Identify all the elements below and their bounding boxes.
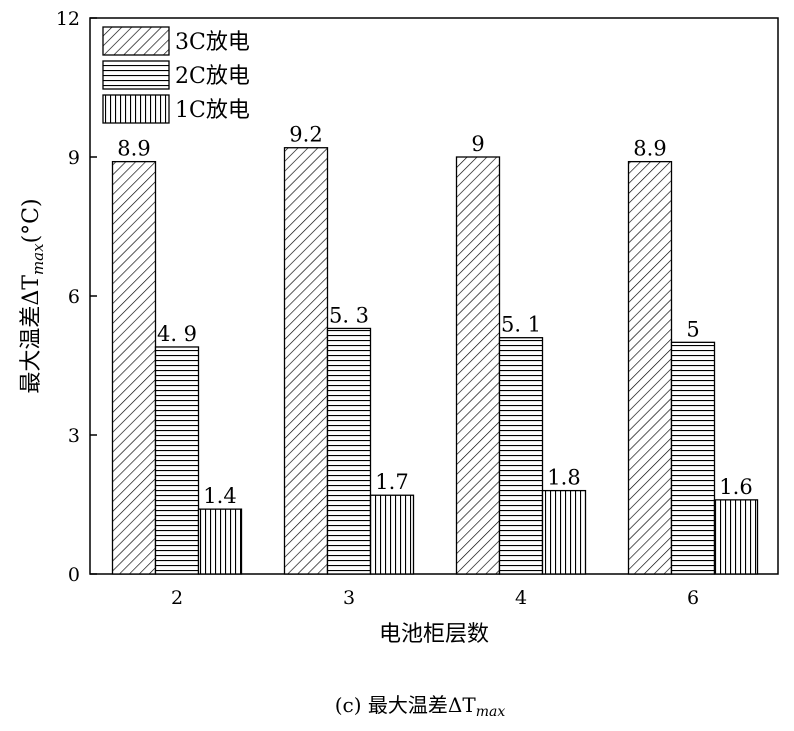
data-label: 5. 3 <box>329 303 369 327</box>
bar-horizontal-3 <box>326 327 372 575</box>
data-label: 1.6 <box>719 475 752 499</box>
x-axis-title: 电池柜层数 <box>379 622 489 647</box>
y-axis-title: 最大温差ΔTmax(°C) <box>19 198 47 393</box>
data-label: 9 <box>471 132 484 156</box>
bar-vertical-3 <box>369 494 415 575</box>
bar-vertical-6 <box>713 499 759 575</box>
x-tick-label: 6 <box>687 587 699 609</box>
data-label: 5 <box>686 317 699 341</box>
bar-diagonal-4 <box>455 156 501 575</box>
legend-swatch <box>102 26 170 56</box>
data-label: 9.2 <box>289 123 322 147</box>
bar-horizontal-4 <box>498 337 544 575</box>
bar-horizontal-6 <box>670 341 716 575</box>
figure-caption: (c) 最大温差ΔTmax <box>335 693 506 720</box>
y-tick-label: 3 <box>68 425 80 447</box>
data-label: 8.9 <box>117 137 150 161</box>
bar-horizontal-2 <box>154 346 200 575</box>
bar-series <box>111 147 759 575</box>
legend-label: 1C放电 <box>175 98 250 123</box>
y-tick-label: 12 <box>56 8 80 30</box>
data-labels: 8.9 4. 9 1.4 9.2 5. 3 1.7 9 5. 1 1.8 8.9 5 1.6 <box>117 123 752 508</box>
data-label: 1.4 <box>203 484 236 508</box>
x-tick-label: 4 <box>515 587 527 609</box>
y-tick-label: 9 <box>68 147 80 169</box>
legend-label: 2C放电 <box>175 64 250 89</box>
bar-diagonal-6 <box>627 160 673 575</box>
legend: 3C放电 2C放电 1C放电 <box>102 26 250 124</box>
y-tick-label: 0 <box>68 564 80 586</box>
legend-swatch <box>102 94 170 124</box>
data-label: 1.8 <box>547 466 580 490</box>
data-label: 4. 9 <box>157 322 197 346</box>
data-label: 1.7 <box>375 470 408 494</box>
y-axis: 0 3 6 9 12 <box>56 8 97 586</box>
bar-vertical-4 <box>541 489 587 575</box>
data-label: 8.9 <box>633 137 666 161</box>
bar-vertical-2 <box>197 508 243 575</box>
bar-diagonal-3 <box>283 147 329 575</box>
legend-label: 3C放电 <box>175 30 250 55</box>
legend-swatch <box>102 60 170 90</box>
y-tick-label: 6 <box>68 286 80 308</box>
bar-diagonal-2 <box>111 160 157 575</box>
data-label: 5. 1 <box>501 313 541 337</box>
x-tick-label: 3 <box>343 587 355 609</box>
x-tick-label: 2 <box>171 587 183 609</box>
